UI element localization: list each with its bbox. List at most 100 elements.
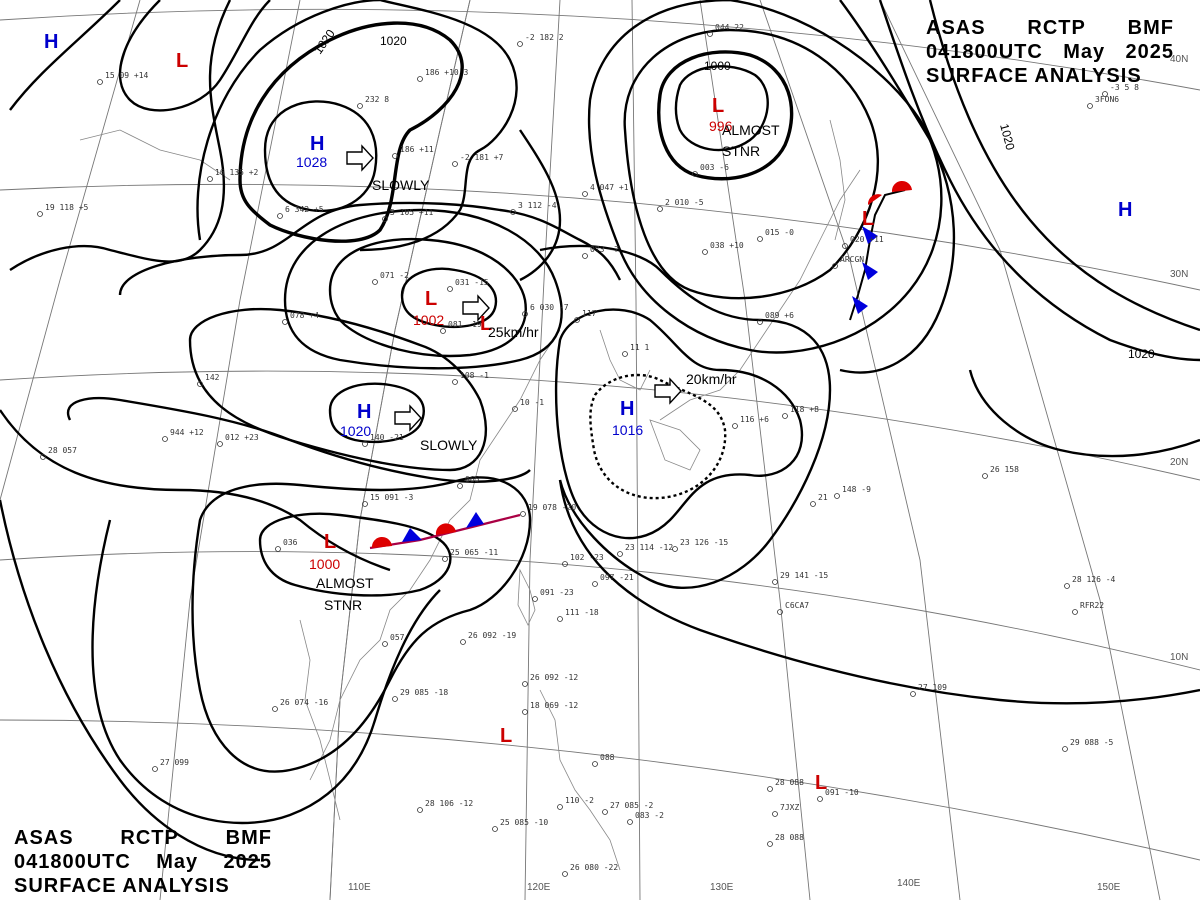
station-circle-icon <box>810 501 816 507</box>
station-circle-icon <box>417 76 423 82</box>
station-circle-icon <box>392 153 398 159</box>
station-plot: 27 099 <box>152 758 189 772</box>
parallel-10n <box>0 551 1200 671</box>
station-reading: 29 088 -5 <box>1070 738 1114 747</box>
station-reading: 26 080 -22 <box>570 863 618 872</box>
station-reading: 28 088 <box>775 833 804 842</box>
station-reading: 19 118 +5 <box>45 203 89 212</box>
station-circle-icon <box>522 709 528 715</box>
warm-front-symbol-1 <box>371 536 392 548</box>
station-circle-icon <box>382 216 388 222</box>
station-reading: 29 085 -18 <box>400 688 448 697</box>
isobar-east-1020 <box>878 0 1200 362</box>
station-circle-icon <box>834 493 840 499</box>
station-plot: 142 <box>197 373 220 387</box>
station-circle-icon <box>702 249 708 255</box>
station-circle-icon <box>622 351 628 357</box>
station-reading: 232 8 <box>365 95 389 104</box>
station-reading: 071 -2 <box>380 271 409 280</box>
isobar-value-label: 1020 <box>380 34 407 48</box>
coastlines <box>79 119 861 871</box>
station-plot: 19 118 +5 <box>37 203 89 217</box>
longitude-label: 110E <box>348 882 371 893</box>
arrow-h1028 <box>346 144 374 172</box>
center-pressure-value: 1028 <box>296 154 327 170</box>
station-reading: 5 105 +11 <box>390 208 434 217</box>
station-reading: 18 069 -12 <box>530 701 578 710</box>
isobar-l996-mid <box>623 28 880 300</box>
station-plot: 26 092 -12 <box>522 673 578 687</box>
movement-annotation: 25km/hr <box>488 324 539 340</box>
station-reading: 25 085 -10 <box>500 818 548 827</box>
station-reading: 26 092 -19 <box>468 631 516 640</box>
meridian-80e <box>0 0 141 501</box>
station-circle-icon <box>772 579 778 585</box>
station-reading: C6CA7 <box>785 601 809 610</box>
station-reading: 25 065 -11 <box>450 548 498 557</box>
longitude-label: 150E <box>1097 882 1121 893</box>
station-reading: 27 099 <box>160 758 189 767</box>
station-reading: 036 <box>283 538 298 547</box>
station-plot: ARCGN <box>832 255 864 269</box>
station-circle-icon <box>440 328 446 334</box>
station-circle-icon <box>522 681 528 687</box>
isobar-nw-edge <box>9 0 121 111</box>
station-reading: 003 -6 <box>700 163 729 172</box>
header-top-station: RCTP <box>1027 17 1086 39</box>
longitude-label: 120E <box>527 882 551 893</box>
station-circle-icon <box>592 581 598 587</box>
header-top-agency: ASAS <box>926 17 986 39</box>
station-reading: 020 +11 <box>850 235 884 244</box>
longitude-label: 140E <box>897 878 921 889</box>
stationary-front-south <box>369 513 521 550</box>
station-circle-icon <box>520 511 526 517</box>
meridian-90e <box>159 0 301 901</box>
inland-coast <box>79 129 231 181</box>
station-reading: 28 088 <box>775 778 804 787</box>
station-reading: 28 106 -12 <box>425 799 473 808</box>
isobar-l1002-outer <box>283 208 563 370</box>
header-top-line3: SURFACE ANALYSIS <box>926 64 1174 88</box>
station-reading: -3 5 8 <box>1110 83 1139 92</box>
station-reading: 089 +6 <box>765 311 794 320</box>
station-circle-icon <box>910 691 916 697</box>
low-pressure-center: L <box>712 95 724 117</box>
station-plot: 15 09 +14 <box>97 71 149 85</box>
station-reading: 091 -23 <box>540 588 574 597</box>
warm-front-symbol-2 <box>435 523 456 535</box>
station-circle-icon <box>162 436 168 442</box>
station-circle-icon <box>1062 746 1068 752</box>
movement-arrows <box>346 144 682 432</box>
parallel-20n <box>0 370 1200 481</box>
station-circle-icon <box>512 406 518 412</box>
station-reading: 26 074 -16 <box>280 698 328 707</box>
station-reading: 7JXZ <box>780 803 799 812</box>
station-reading: 110 -2 <box>565 796 594 805</box>
station-reading: 944 +12 <box>170 428 204 437</box>
station-reading: -2 182 2 <box>525 33 564 42</box>
header-top-title: SURFACE ANALYSIS <box>926 65 1142 87</box>
station-reading: 6 342 +5 <box>285 205 324 214</box>
center-pressure-value: 996 <box>709 118 733 134</box>
station-circle-icon <box>672 546 678 552</box>
station-circle-icon <box>574 317 580 323</box>
station-reading: 078 +4 <box>290 311 319 320</box>
cold-front-symbol-2 <box>466 512 484 528</box>
station-reading: 26 158 <box>990 465 1019 474</box>
station-reading: 6 030 -7 <box>530 303 569 312</box>
station-plot: 108 -1 <box>452 371 489 385</box>
header-bottom-line1: ASAS RCTP BMF <box>14 826 272 850</box>
station-plot: 10 -1 <box>512 398 544 412</box>
station-plot: 11 1 <box>622 343 649 357</box>
isobar-west-big <box>9 0 232 271</box>
station-circle-icon <box>510 209 516 215</box>
station-plot: 148 -9 <box>834 485 871 499</box>
movement-annotation: STNR <box>722 143 760 159</box>
station-reading: 28 057 <box>48 446 77 455</box>
isobar-central-band <box>118 201 622 296</box>
arrow-h1020 <box>394 404 422 432</box>
station-plot: 28 106 -12 <box>417 799 473 813</box>
station-circle-icon <box>982 473 988 479</box>
station-plot: 25 065 -11 <box>442 548 498 562</box>
high-pressure-center: H <box>44 31 58 53</box>
